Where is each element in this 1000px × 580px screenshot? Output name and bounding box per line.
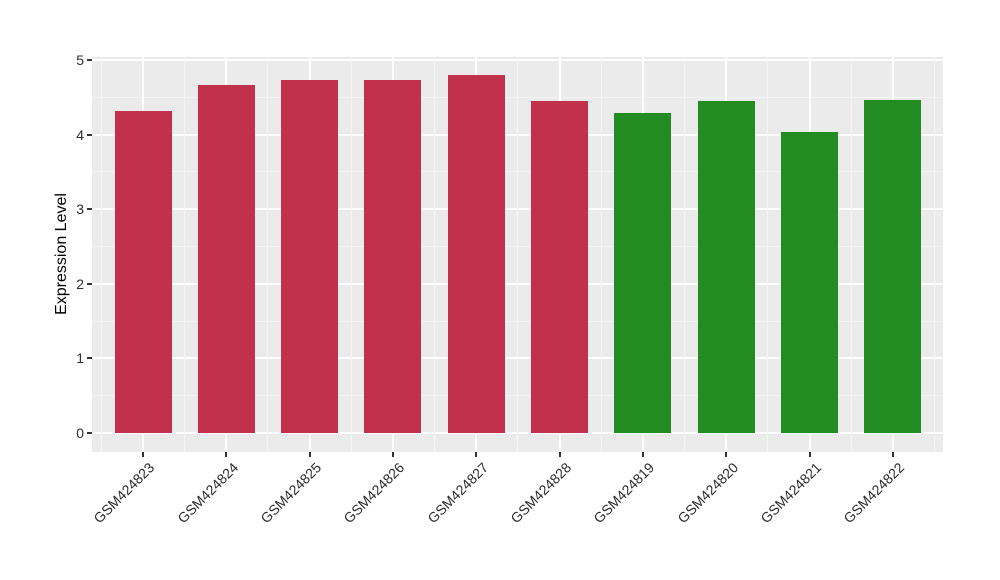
y-axis-tick [87, 133, 92, 136]
x-axis-tick-label: GSM424822 [840, 459, 908, 527]
x-axis-tick-label: GSM424821 [757, 459, 825, 527]
y-axis-tick-label: 3 [76, 201, 84, 218]
plot-panel [92, 57, 943, 452]
y-axis-tick [87, 357, 92, 360]
gridline-minor-vertical [684, 57, 686, 452]
x-axis-tick-label: GSM424823 [90, 459, 158, 527]
x-axis-tick [225, 452, 228, 457]
x-axis-tick-label: GSM424819 [590, 459, 658, 527]
gridline-minor-vertical [184, 57, 186, 452]
bar-GSM424821 [781, 132, 839, 433]
y-axis-tick-label: 1 [76, 350, 84, 367]
x-axis-tick [391, 452, 394, 457]
gridline-minor-vertical [850, 57, 852, 452]
y-axis-tick-label: 0 [76, 425, 84, 441]
x-axis-tick [475, 452, 478, 457]
gridline-minor-vertical [600, 57, 602, 452]
y-axis-tick [87, 59, 92, 61]
y-axis-tick [87, 432, 92, 434]
y-axis-tick-label: 2 [76, 275, 84, 292]
x-axis-tick [142, 452, 144, 457]
y-axis-tick [87, 282, 92, 285]
x-axis-tick-label: GSM424820 [674, 459, 741, 527]
bar-GSM424823 [114, 110, 172, 433]
x-axis-tick-label: GSM424827 [424, 459, 491, 527]
bar-GSM424826 [364, 80, 422, 433]
x-axis-tick [725, 452, 728, 457]
x-axis-tick [558, 452, 561, 457]
x-axis-tick-label: GSM424824 [174, 459, 241, 527]
y-axis-tick [87, 208, 92, 211]
bar-GSM424819 [614, 112, 672, 433]
gridline-minor-vertical [767, 57, 769, 452]
bar-GSM424824 [197, 84, 255, 433]
bar-GSM424827 [447, 74, 505, 433]
x-axis-tick [808, 452, 811, 457]
y-axis-tick-label: 4 [76, 126, 84, 143]
x-axis-tick-label: GSM424826 [340, 459, 408, 527]
bar-GSM424820 [697, 101, 755, 433]
gridline-minor-vertical [267, 57, 269, 452]
gridline-minor-vertical [434, 57, 436, 452]
bar-GSM424825 [281, 80, 339, 433]
bar-GSM424828 [531, 101, 589, 433]
x-axis-tick [641, 452, 644, 457]
gridline-minor-vertical [934, 57, 936, 452]
gridline-minor-vertical [100, 57, 102, 452]
gridline-minor-vertical [350, 57, 352, 452]
x-axis-tick-label: GSM424825 [257, 459, 325, 527]
x-axis-tick [308, 452, 311, 457]
gridline-minor-vertical [517, 57, 519, 452]
x-axis-tick [891, 452, 894, 457]
bar-GSM424822 [864, 99, 922, 433]
x-axis-tick-label: GSM424828 [507, 459, 575, 527]
y-axis-tick-label: 5 [76, 52, 84, 68]
